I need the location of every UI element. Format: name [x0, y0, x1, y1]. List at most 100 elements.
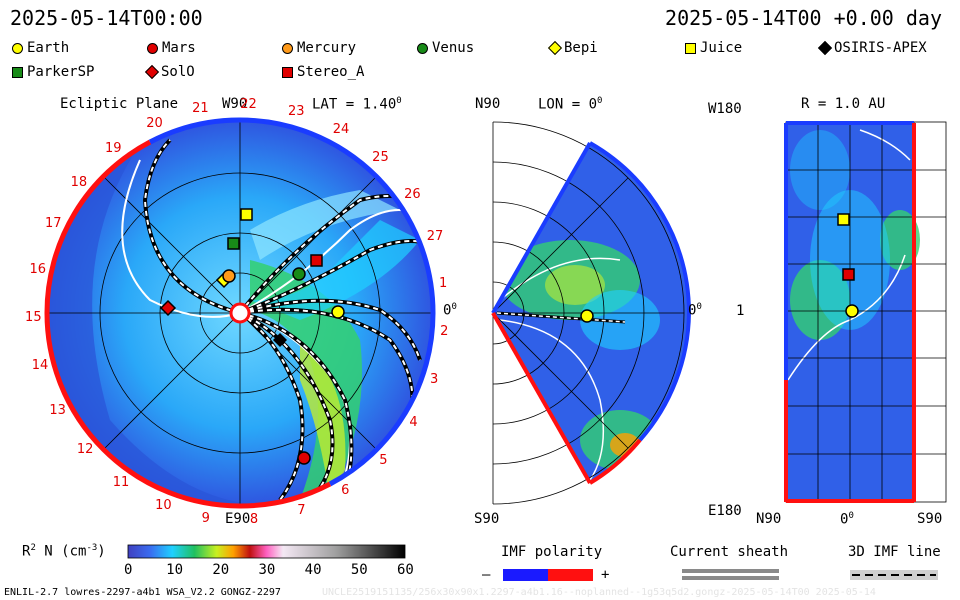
colorbar-tick-label: 60: [397, 562, 414, 578]
sun-icon: [229, 302, 251, 324]
venus-marker: [292, 267, 306, 281]
stereo-a-radial-marker: [842, 268, 855, 281]
ecliptic-title: Ecliptic Plane: [60, 96, 179, 112]
osiris-apex-marker: [273, 333, 287, 347]
carrington-number: 20: [146, 115, 163, 131]
legend-label: Venus: [432, 40, 475, 56]
legend-marker-icon: [282, 66, 293, 78]
ecliptic-e90-label: E90: [225, 511, 251, 527]
carrington-number: 4: [409, 415, 418, 431]
legend-label: Juice: [700, 40, 743, 56]
carrington-number: 10: [155, 497, 172, 513]
radial-n90-label: N90: [756, 511, 782, 527]
carrington-number: 14: [31, 357, 49, 373]
juice-radial-marker: [837, 213, 850, 226]
current-sheath-title: Current sheath: [670, 544, 789, 560]
stereo-a-marker: [310, 254, 323, 267]
legend-item: Bepi: [547, 40, 598, 56]
legend-marker-icon: [12, 42, 23, 54]
carrington-number: 5: [379, 452, 388, 468]
radial-e180-label: E180: [708, 503, 742, 519]
colorbar-tick-label: 20: [212, 562, 230, 578]
legend-label: ParkerSP: [27, 64, 95, 80]
legend-item: SolO: [144, 64, 195, 80]
meridional-zero-label: 00: [688, 302, 702, 319]
start-time: 2025-05-14T00:00: [10, 6, 203, 30]
legend-item: Mars: [147, 40, 196, 56]
mars-marker: [297, 451, 311, 465]
carrington-number: 13: [49, 402, 66, 418]
legend-label: SolO: [161, 64, 195, 80]
legend-item: Mercury: [282, 40, 356, 56]
carrington-number: 24: [332, 122, 350, 138]
carrington-number: 2: [440, 324, 449, 340]
imf-line-title: 3D IMF line: [848, 544, 941, 560]
imf-polarity-title: IMF polarity: [501, 544, 603, 560]
meridional-s90-label: S90: [474, 511, 500, 527]
carrington-number: 6: [341, 482, 350, 498]
carrington-number: 1: [438, 276, 448, 292]
carrington-number: 19: [104, 141, 122, 157]
carrington-number: 15: [25, 309, 42, 325]
imf-minus-label: –: [482, 567, 491, 583]
radial-s90-label: S90: [917, 511, 943, 527]
legend-label: Mercury: [297, 40, 357, 56]
legend-label: OSIRIS-APEX: [834, 40, 927, 56]
meridional-n90-label: N90: [475, 96, 501, 112]
carrington-number: 25: [372, 150, 389, 166]
radial-panel: [784, 121, 947, 503]
legend-marker-icon: [12, 66, 23, 78]
legend-label: Stereo_A: [297, 64, 365, 80]
legend-label: Mars: [162, 40, 196, 56]
carrington-number: 22: [240, 97, 257, 113]
ecliptic-zero-label: 00: [443, 302, 457, 319]
carrington-number: 27: [426, 229, 444, 245]
radial-one-label: 1: [736, 303, 745, 319]
earth-radial-marker: [845, 304, 859, 318]
carrington-number: 8: [249, 512, 259, 528]
legend-item: Stereo_A: [282, 64, 364, 80]
carrington-number: 9: [201, 510, 210, 526]
current-sheath-swatch: [682, 569, 779, 573]
legend-label: Earth: [27, 40, 70, 56]
imf-plus-label: +: [601, 567, 610, 583]
ecliptic-w90-label: W90: [222, 96, 248, 112]
elapsed-time: 2025-05-14T00 +0.00 day: [665, 6, 942, 30]
radial-r-label: R = 1.0 AU: [801, 96, 886, 112]
legend-label: Bepi: [564, 40, 598, 56]
legend-item: Juice: [685, 40, 742, 56]
meridional-panel: [491, 121, 692, 505]
legend-marker-icon: [685, 42, 696, 54]
carrington-number: 18: [70, 175, 88, 191]
legend-marker-icon: [282, 42, 293, 54]
legend-marker-icon: [147, 42, 158, 54]
carrington-number: 12: [76, 442, 94, 458]
carrington-number: 17: [45, 216, 62, 231]
legend-item: Venus: [417, 40, 474, 56]
footer-model-info: ENLIL-2.7 lowres-2297-a4b1 WSA_V2.2 GONG…: [4, 587, 281, 598]
legend-marker-icon: [417, 42, 428, 54]
solo-marker: [159, 299, 177, 317]
legend-item: OSIRIS-APEX: [817, 40, 927, 56]
density-colorbar: [127, 544, 406, 559]
earth-marker: [331, 305, 345, 319]
footer-run-id: UNCLE2519151135/256x30x90x1.2297-a4b1.16…: [322, 587, 876, 598]
ecliptic-panel: [44, 117, 436, 509]
imf-positive-swatch: [548, 569, 593, 581]
carrington-number: 11: [112, 474, 130, 490]
colorbar-tick-label: 0: [124, 562, 133, 578]
ecliptic-lat-label: LAT = 1.400: [312, 96, 402, 113]
radial-w180-label: W180: [708, 101, 742, 117]
colorbar-tick-label: 40: [304, 562, 322, 578]
carrington-number: 16: [29, 261, 47, 277]
earth-meridional-marker: [580, 309, 594, 323]
carrington-number: 23: [288, 104, 305, 120]
mercury-marker: [222, 269, 236, 283]
carrington-number: 21: [192, 101, 209, 117]
colorbar-label: R2 N (cm-3): [22, 543, 106, 560]
meridional-lon-label: LON = 00: [538, 96, 603, 113]
imf-negative-swatch: [503, 569, 548, 581]
legend-item: ParkerSP: [12, 64, 94, 80]
carrington-number: 26: [404, 186, 421, 202]
